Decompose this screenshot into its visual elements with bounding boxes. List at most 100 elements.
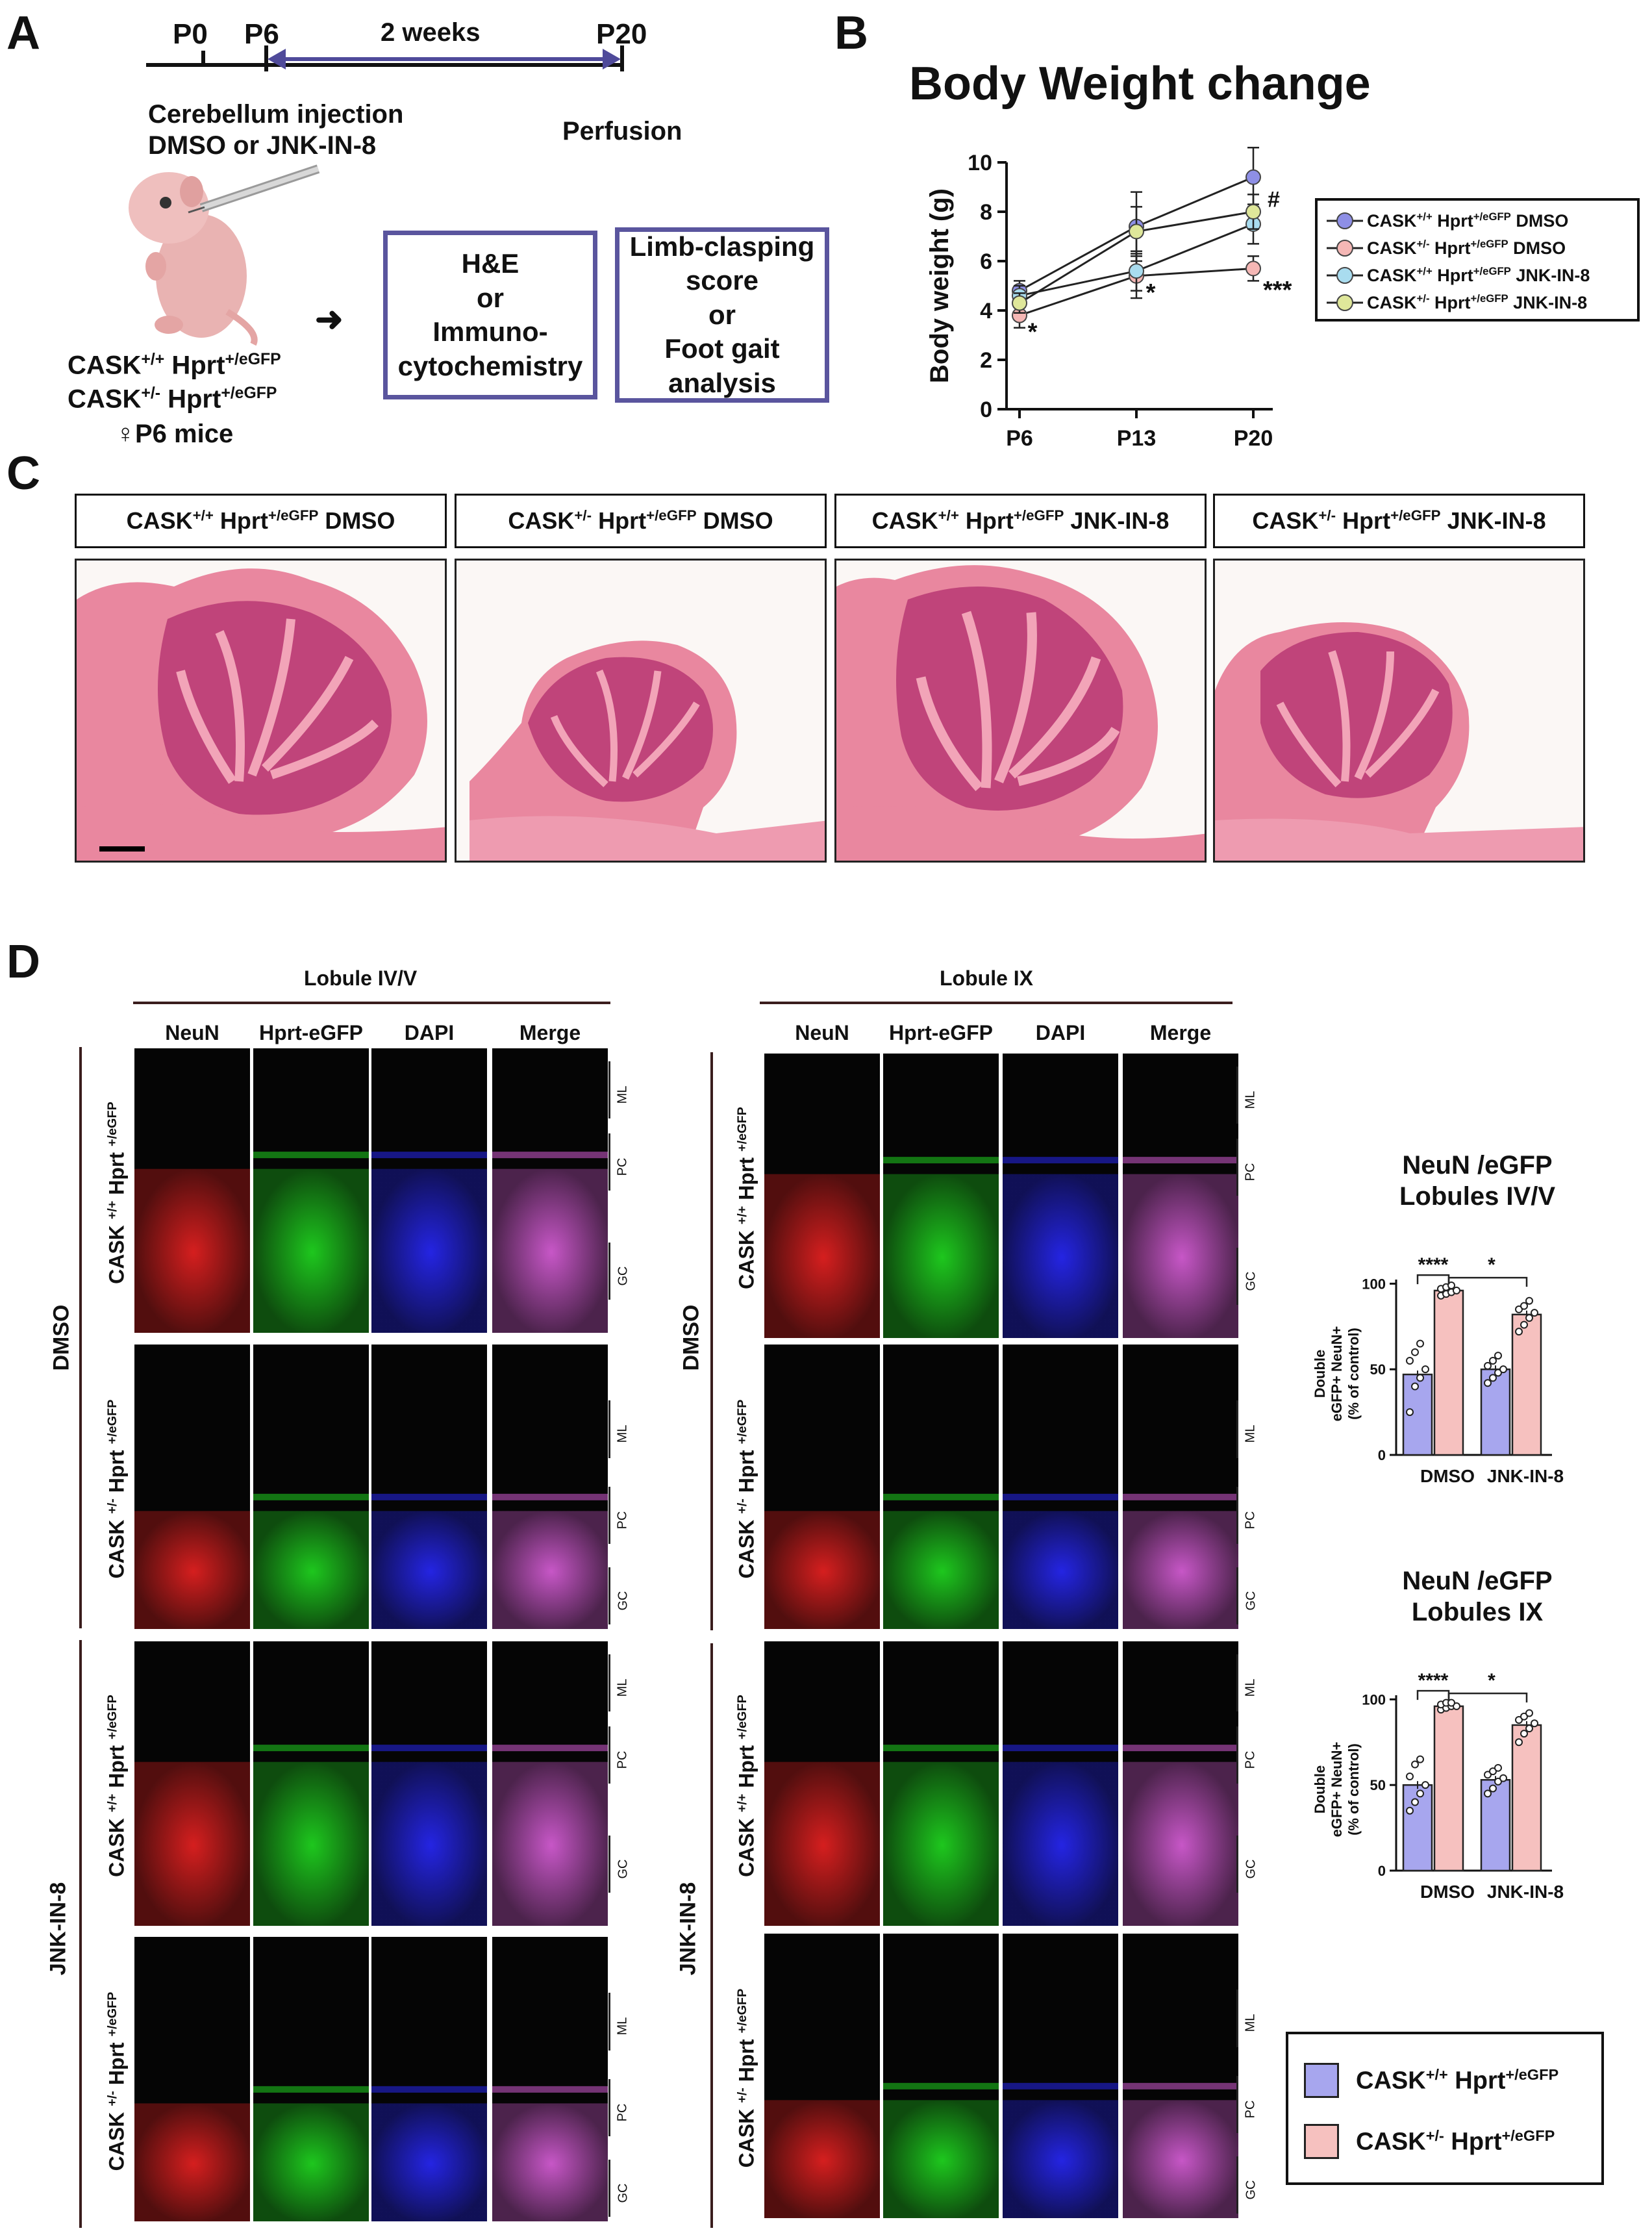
micrograph-right-r4-c3 <box>1001 1932 1120 2219</box>
significance-marker: * <box>1146 279 1156 307</box>
layer-label-ml: ML <box>615 1678 630 1697</box>
data-point <box>1515 1716 1523 1724</box>
he-section-wt-dmso <box>75 559 447 863</box>
weight-legend-entry: CASK+/+ Hprt+/eGFP DMSO <box>1327 207 1637 234</box>
data-point <box>1520 1320 1528 1329</box>
data-point <box>1447 1698 1455 1707</box>
micrograph-left-r4-c4 <box>491 1936 609 2223</box>
layer-bracket <box>608 1061 610 1119</box>
weight-legend-entry: CASK+/+ Hprt+/eGFP JNK-IN-8 <box>1327 262 1637 289</box>
data-point <box>1416 1755 1424 1763</box>
channel-header-right-3: DAPI <box>1035 1021 1086 1044</box>
y-axis-label: eGFP+ NeuN+ <box>1329 1742 1345 1837</box>
micrograph-right-r4-c2 <box>882 1932 1000 2219</box>
legend-swatch <box>1304 2124 1339 2159</box>
micrograph-image <box>371 1493 487 1629</box>
micrograph-left-r1-c4 <box>491 1047 609 1334</box>
data-point <box>1416 1789 1424 1798</box>
y-tick-label: 50 <box>1370 1777 1386 1793</box>
layer-bracket <box>1236 2156 1238 2214</box>
micrograph-image <box>883 1745 999 1926</box>
micrograph-image <box>371 2086 487 2221</box>
data-point <box>1494 1369 1502 1377</box>
layer-bracket <box>608 1835 610 1893</box>
micrograph-right-r3-c2 <box>882 1640 1000 1927</box>
data-point <box>1515 1328 1523 1336</box>
micrograph-left-r2-c1 <box>133 1343 251 1630</box>
y-tick-label: 6 <box>980 249 992 274</box>
data-point <box>1525 1296 1533 1305</box>
micrograph-image <box>134 1761 250 1926</box>
data-point <box>1129 263 1144 279</box>
layer-label-pc: PC <box>615 2103 630 2122</box>
dmso-bracket-left <box>79 1047 82 1628</box>
micrograph-image <box>1123 1745 1238 1926</box>
layer-bracket <box>1236 1726 1238 1784</box>
data-point <box>1421 1781 1429 1789</box>
layer-bracket <box>608 2159 610 2217</box>
significance-marker: # <box>1268 187 1280 212</box>
x-tick-label: JNK-IN-8 <box>1487 1882 1564 1902</box>
row-genotype-label-right-2: CASK +/- Hprt +/eGFP <box>734 1399 758 1579</box>
channel-header-left-3: DAPI <box>404 1021 455 1044</box>
data-point <box>1411 1760 1419 1769</box>
perfusion-text: Perfusion <box>562 117 682 145</box>
data-point <box>1489 1374 1497 1382</box>
timeline-p20: P20 <box>596 18 647 50</box>
data-point <box>1484 1379 1492 1387</box>
mouse-cohort: ♀P6 mice <box>116 420 234 448</box>
data-point <box>1525 1724 1533 1733</box>
micrograph-image <box>253 1493 369 1629</box>
weight-legend-entry: CASK+/- Hprt+/eGFP JNK-IN-8 <box>1327 289 1637 316</box>
micrograph-right-r2-c2 <box>882 1343 1000 1630</box>
data-point <box>1453 1702 1460 1710</box>
y-axis-label: eGFP+ NeuN+ <box>1329 1326 1345 1422</box>
data-point <box>1489 1784 1497 1793</box>
micrograph-image <box>134 1168 250 1333</box>
dmso-bracket-right <box>710 1052 713 1630</box>
group-label-dmso-right: DMSO <box>679 1304 704 1371</box>
legend-marker <box>1327 267 1363 284</box>
layer-label-ml: ML <box>615 2017 630 2036</box>
bar <box>1511 1313 1542 1456</box>
panel-label-c: C <box>6 448 40 499</box>
micrograph-image <box>764 1761 880 1926</box>
micrograph-right-r3-c3 <box>1001 1640 1120 1927</box>
channel-header-right-1: NeuN <box>795 1021 849 1044</box>
layer-label-gc: GC <box>616 2183 631 2203</box>
bar <box>1433 1705 1464 1872</box>
data-point <box>1245 204 1261 220</box>
y-tick-label: 8 <box>980 200 992 225</box>
bar <box>1402 1784 1433 1872</box>
layer-bracket <box>608 1654 610 1712</box>
micrograph-image <box>371 1745 487 1926</box>
timeline-p0: P0 <box>173 18 208 50</box>
injection-text-1: Cerebellum injection <box>148 100 404 129</box>
layer-label-gc: GC <box>616 1266 631 1286</box>
y-axis-label: Body weight (g) <box>925 188 954 383</box>
micrograph-right-r3-c4 <box>1121 1640 1240 1927</box>
layer-label-ml: ML <box>1243 1678 1258 1697</box>
row-genotype-label-right-4: CASK +/- Hprt +/eGFP <box>734 1988 758 2168</box>
behavior-methods-box: Limb-clasping score or Foot gait analysis <box>615 227 829 403</box>
y-axis-label: Double <box>1312 1350 1328 1398</box>
layer-label-ml: ML <box>1243 1424 1258 1443</box>
micrograph-image <box>371 1152 487 1333</box>
micrograph-right-r1-c2 <box>882 1052 1000 1339</box>
he-header-2: CASK+/- Hprt+/eGFP DMSO <box>455 494 827 548</box>
micrograph-left-r3-c1 <box>133 1640 251 1927</box>
layer-bracket <box>608 1133 610 1191</box>
layer-label-pc: PC <box>1243 1163 1258 1181</box>
layer-bracket <box>608 1400 610 1458</box>
layer-bracket <box>1236 1835 1238 1893</box>
layer-bracket <box>1236 2076 1238 2134</box>
layer-label-pc: PC <box>615 1750 630 1769</box>
significance-marker: * <box>1028 319 1038 346</box>
channel-header-right-2: Hprt-eGFP <box>889 1021 993 1044</box>
micrograph-left-r2-c4 <box>491 1343 609 1630</box>
layer-label-pc: PC <box>615 1511 630 1530</box>
data-point <box>1447 1282 1455 1289</box>
micrograph-image <box>253 2086 369 2221</box>
bar-chart-lobules-ix: 0 50 100 Double eGFP+ NeuN+ (% of control) DMS… <box>1312 1670 1564 1902</box>
data-point <box>1489 1767 1497 1776</box>
